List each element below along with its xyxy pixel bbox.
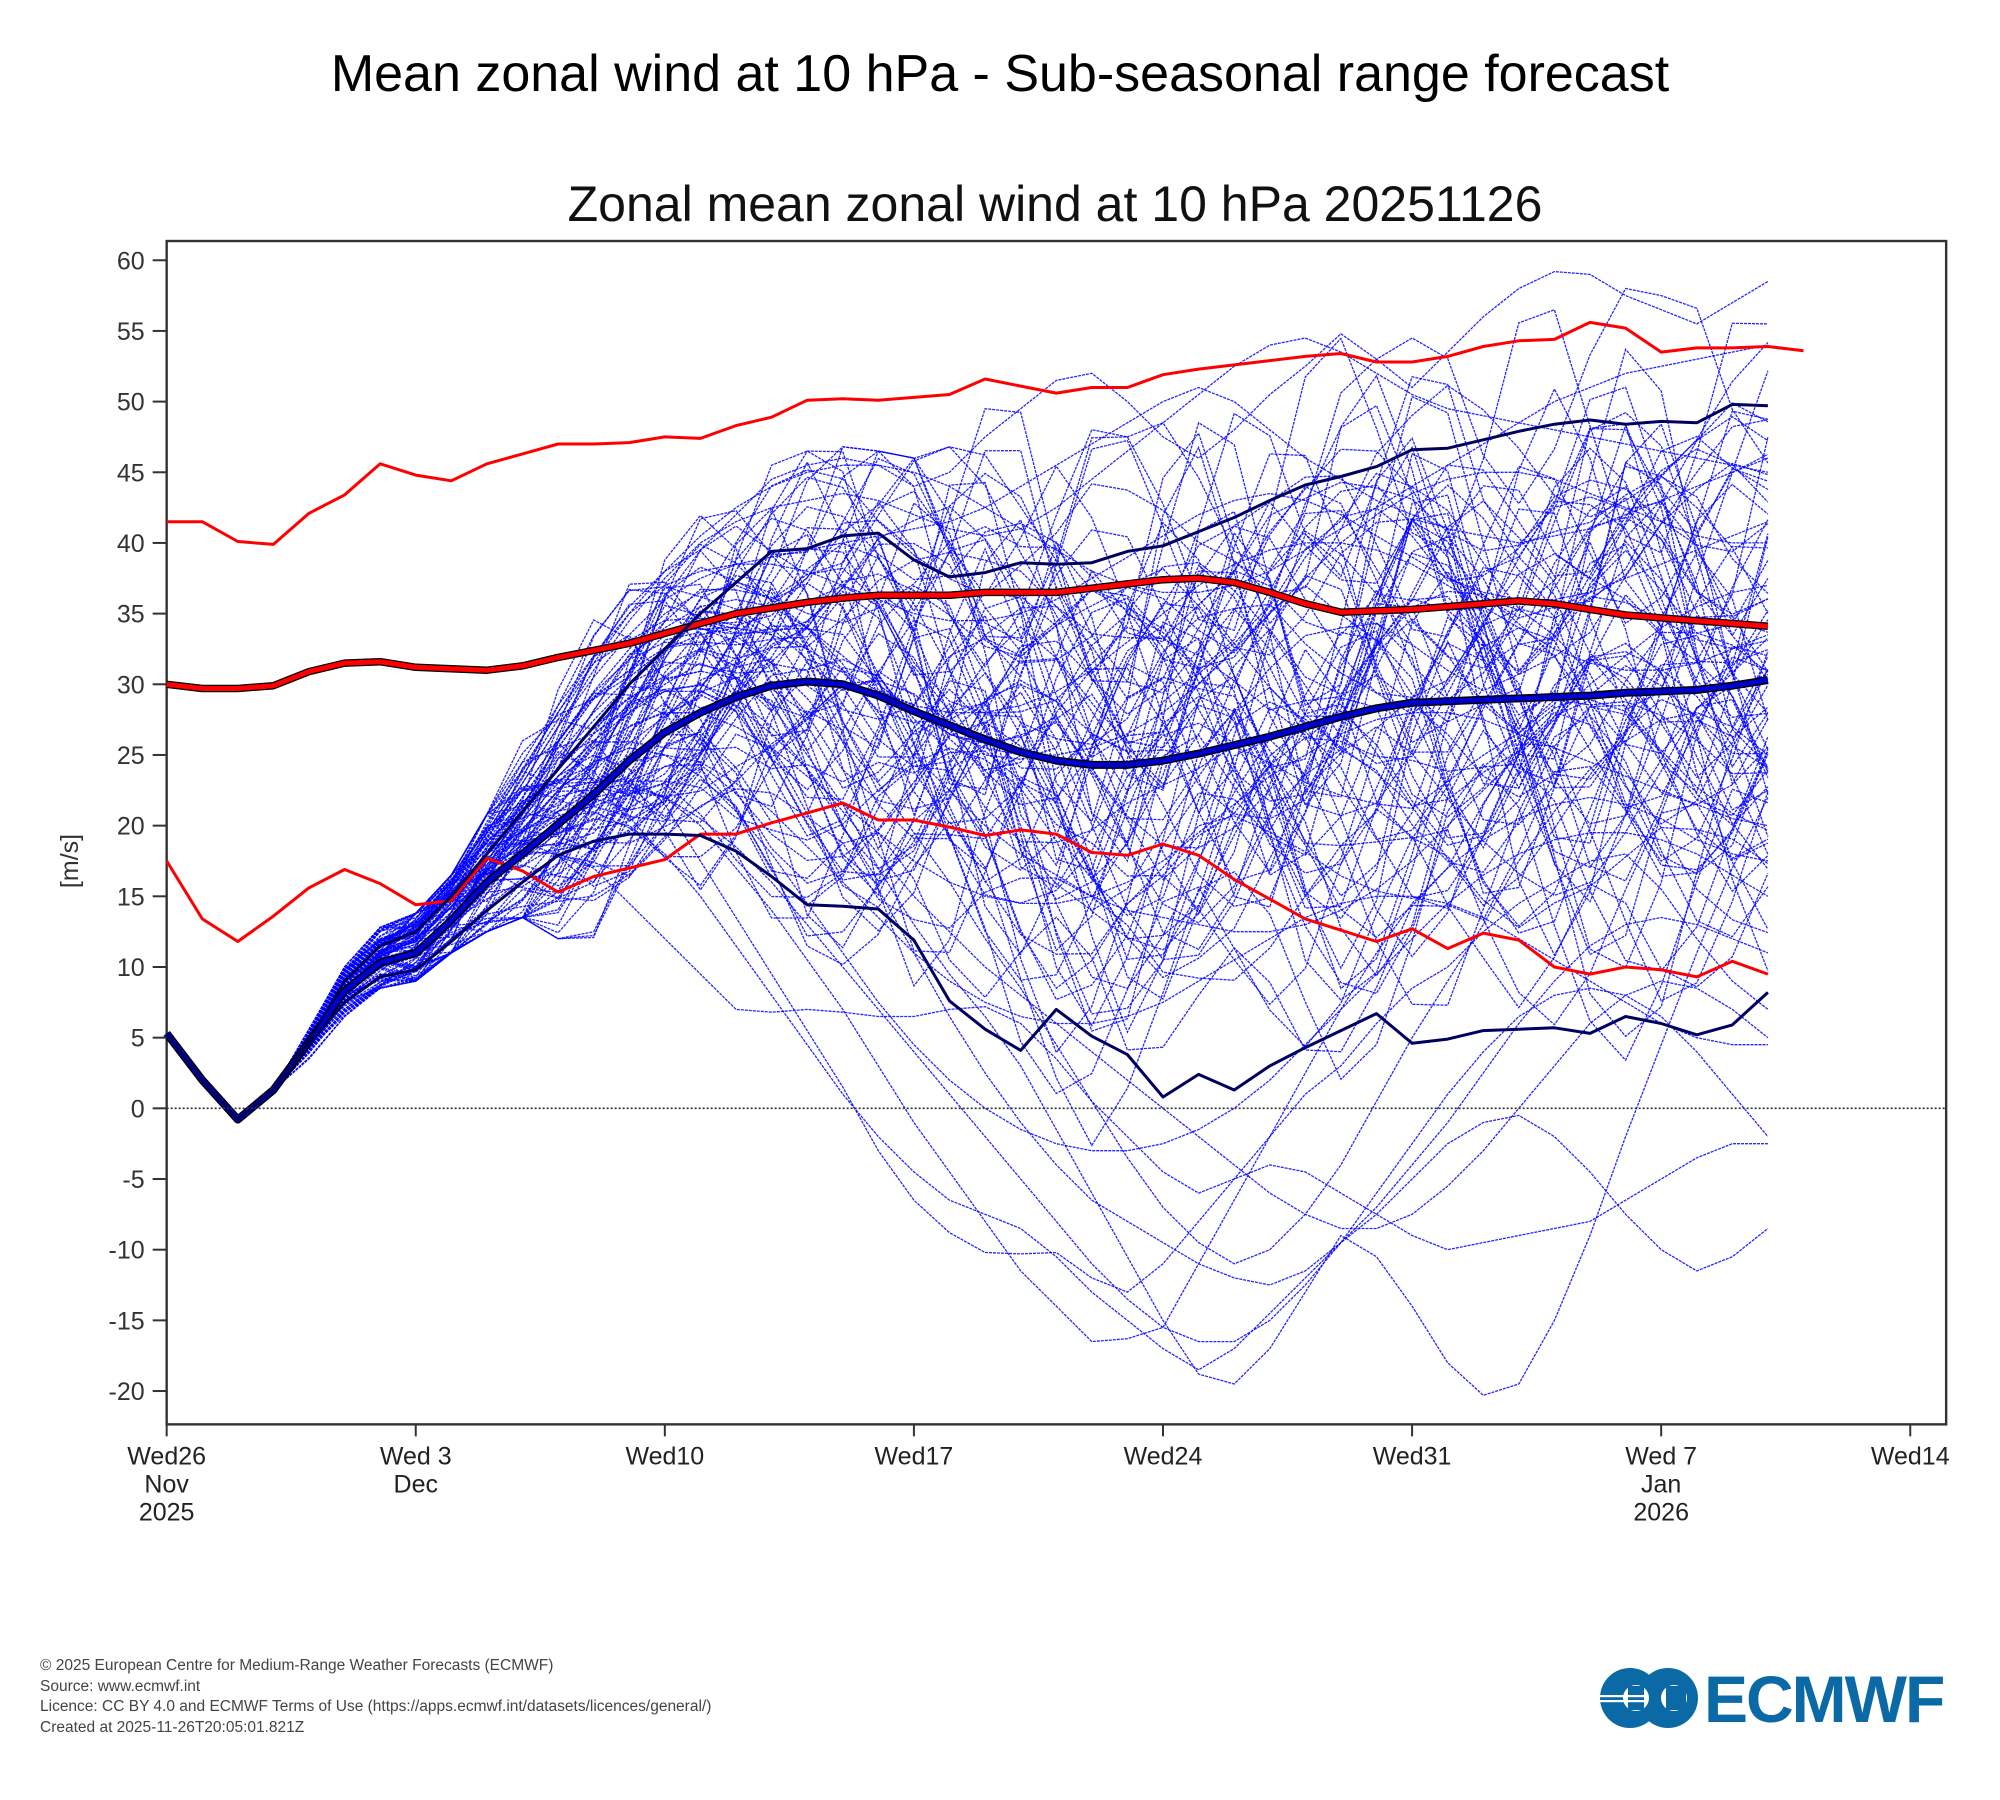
- ensemble-member-line: [166, 750, 1769, 1121]
- series-layer: [163, 320, 1804, 1124]
- copyright-text: © 2025 European Centre for Medium-Range …: [40, 1657, 554, 1674]
- x-tick-label: Wed31: [1373, 1442, 1452, 1470]
- percentile-lower-line: [165, 832, 1769, 1122]
- licence-text: Licence: CC BY 4.0 and ECMWF Terms of Us…: [40, 1698, 712, 1715]
- x-tick-label: Wed17: [875, 1442, 954, 1470]
- ensemble-member-line: [166, 631, 1769, 1121]
- ensemble-member-line: [166, 690, 1769, 1230]
- x-tick-label: Wed14: [1871, 1442, 1950, 1470]
- y-tick-label: 10: [117, 954, 145, 982]
- ecmwf-emblem-icon: [1600, 1668, 1698, 1728]
- y-tick-label: 55: [117, 318, 145, 346]
- y-tick-label: 15: [117, 883, 145, 911]
- y-tick-label: 50: [117, 389, 145, 417]
- ensemble-mean-line: [164, 677, 1769, 1123]
- ensemble-member-line: [166, 709, 1769, 1121]
- ensemble-member-line: [166, 270, 1769, 1121]
- ensemble-member-line: [166, 483, 1769, 1121]
- y-tick-label: -15: [109, 1307, 145, 1335]
- x-tick-label: Wed 3: [380, 1442, 452, 1470]
- ensemble-member-line: [166, 423, 1769, 1121]
- ensemble-member-line: [166, 501, 1769, 1121]
- climatology-mean-line: [166, 575, 1769, 691]
- ensemble-member-line: [166, 453, 1769, 1121]
- ensemble-member-line: [166, 551, 1769, 1121]
- y-tick-label: 35: [117, 601, 145, 629]
- ensemble-member-line: [166, 348, 1769, 1121]
- ensemble-member-line: [166, 855, 1768, 1251]
- ensemble-member-line: [166, 630, 1769, 1121]
- ensemble-member-line: [166, 411, 1769, 1121]
- ensemble-member-line: [166, 342, 1769, 1121]
- ensemble-member-line: [166, 663, 1769, 1121]
- y-tick-label: -10: [109, 1237, 145, 1265]
- y-tick-label: 0: [131, 1095, 145, 1123]
- ensemble-member-line: [166, 615, 1769, 1121]
- created-timestamp: Created at 2025-11-26T20:05:01.821Z: [40, 1718, 305, 1736]
- x-tick-label: Wed26: [127, 1442, 206, 1470]
- ensemble-members-layer: [166, 270, 1769, 1397]
- zonal-wind-chart: Zonal mean zonal wind at 10 hPa 20251126…: [56, 176, 1950, 1526]
- x-tick-label: Wed10: [625, 1442, 704, 1470]
- percentile-upper-line: [165, 402, 1768, 1122]
- chart-title: Zonal mean zonal wind at 10 hPa 20251126: [568, 176, 1543, 232]
- climatology-min-line: [165, 801, 1769, 979]
- y-axis-label: [m/s]: [56, 834, 84, 888]
- ensemble-member-line: [166, 662, 1769, 1397]
- page-title: Mean zonal wind at 10 hPa - Sub-seasonal…: [330, 45, 1670, 103]
- y-tick-label: 25: [117, 742, 145, 770]
- y-tick-label: 60: [117, 247, 145, 275]
- ensemble-member-line: [166, 308, 1768, 1121]
- x-tick-label: Jan: [1641, 1470, 1681, 1498]
- logo-wordmark: ECMWF: [1704, 1662, 1943, 1734]
- ensemble-member-line: [166, 536, 1769, 1121]
- ecmwf-logo: ECMWF: [1600, 1662, 1945, 1734]
- y-tick-label: 45: [117, 459, 145, 487]
- ensemble-member-line: [166, 595, 1769, 1121]
- ensemble-member-line: [166, 656, 1769, 1121]
- ensemble-member-line: [166, 788, 1769, 1121]
- x-tick-label: 2025: [139, 1498, 195, 1526]
- ensemble-member-line: [166, 475, 1769, 1121]
- y-tick-label: -5: [122, 1166, 144, 1194]
- x-tick-label: Wed24: [1124, 1442, 1203, 1470]
- climatology-max-line: [166, 320, 1804, 546]
- ensemble-member-line: [166, 680, 1769, 1121]
- x-tick-label: Wed 7: [1625, 1442, 1697, 1470]
- ensemble-member-line: [166, 423, 1769, 1121]
- y-tick-label: 5: [131, 1025, 145, 1053]
- ensemble-member-line: [166, 479, 1769, 1121]
- ensemble-member-line: [166, 588, 1769, 1121]
- ensemble-member-line: [166, 519, 1769, 1121]
- ensemble-member-line: [166, 517, 1769, 1121]
- y-tick-label: 40: [117, 530, 145, 558]
- ensemble-member-line: [166, 517, 1769, 1121]
- ensemble-member-line: [166, 448, 1769, 1121]
- ensemble-member-line: [166, 711, 1769, 1121]
- source-text: Source: www.ecmwf.int: [40, 1677, 201, 1695]
- x-tick-label: 2026: [1633, 1498, 1689, 1526]
- ensemble-member-line: [166, 415, 1769, 1121]
- y-tick-label: 30: [117, 671, 145, 699]
- x-tick-label: Dec: [394, 1470, 438, 1498]
- ensemble-member-line: [166, 767, 1769, 1121]
- y-tick-label: 20: [117, 813, 145, 841]
- y-tick-label: -20: [109, 1378, 145, 1406]
- ensemble-member-line: [166, 658, 1768, 1121]
- ensemble-member-line: [166, 642, 1769, 1121]
- x-tick-label: Nov: [144, 1470, 189, 1498]
- footer: © 2025 European Centre for Medium-Range …: [40, 1656, 711, 1738]
